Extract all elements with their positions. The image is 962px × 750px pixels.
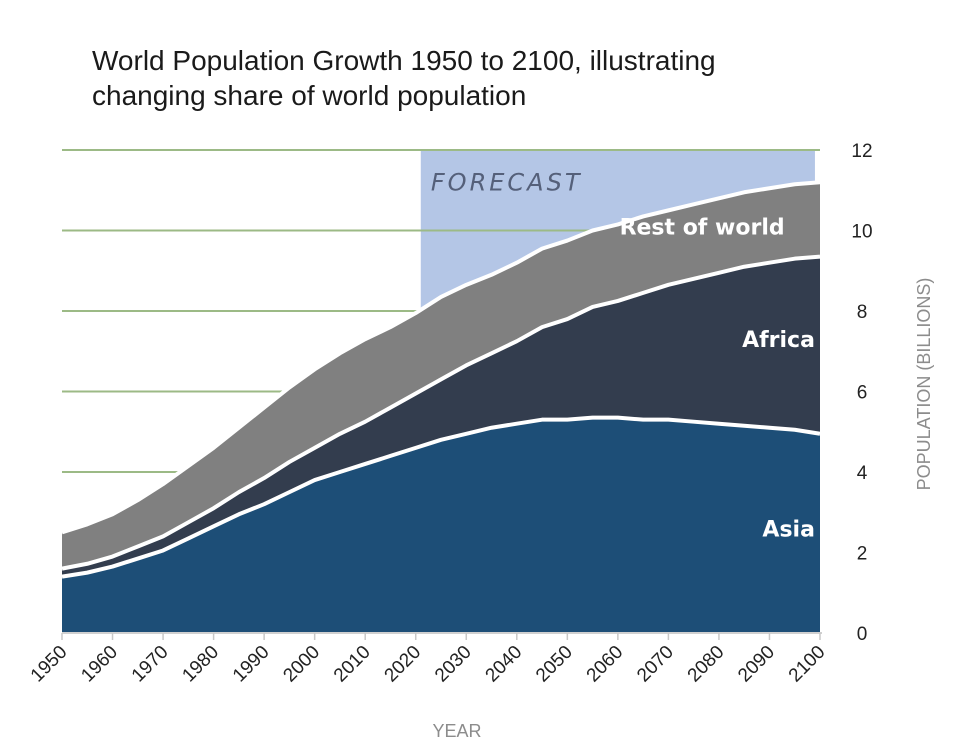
x-tick-label: 1960 bbox=[77, 642, 122, 687]
y-tick-label: 0 bbox=[857, 624, 868, 645]
boundary-africa bbox=[61, 254, 821, 571]
x-tick-label: 1950 bbox=[27, 642, 72, 687]
y-axis-label: POPULATION (BILLIONS) bbox=[914, 278, 934, 491]
x-axis-label: YEAR bbox=[432, 721, 481, 741]
boundary-rest-of-world bbox=[61, 180, 821, 535]
x-tick-label: 2030 bbox=[431, 642, 476, 687]
chart-title-line-1: World Population Growth 1950 to 2100, il… bbox=[92, 45, 716, 76]
axes bbox=[61, 632, 822, 640]
y-tick-label: 10 bbox=[851, 222, 872, 243]
y-tick-label: 12 bbox=[851, 141, 872, 162]
forecast-area bbox=[420, 150, 815, 310]
area-africa bbox=[62, 256, 820, 577]
y-tick-label: 8 bbox=[857, 302, 868, 323]
area-asia bbox=[62, 417, 820, 633]
y-tick-labels: 0 2 4 6 8 10 12 bbox=[851, 141, 872, 645]
x-tick-label: 2050 bbox=[532, 642, 577, 687]
forecast-region: FORECAST bbox=[420, 150, 815, 310]
y-tick-label: 6 bbox=[857, 383, 868, 404]
x-tick-label: 1980 bbox=[178, 642, 223, 687]
series-label-rest-of-world: Rest of world bbox=[620, 216, 785, 241]
x-tick-label: 2090 bbox=[734, 642, 779, 687]
x-tick-label: 1970 bbox=[128, 642, 173, 687]
y-tick-label: 4 bbox=[857, 463, 868, 484]
x-tick-label: 2100 bbox=[785, 642, 830, 687]
x-tick-label: 2020 bbox=[381, 642, 426, 687]
stacked-areas bbox=[61, 180, 821, 633]
x-tick-label: 1990 bbox=[229, 642, 274, 687]
x-tick-label: 2010 bbox=[330, 642, 375, 687]
x-tick-label: 2040 bbox=[482, 642, 527, 687]
chart-title-line-2: changing share of world population bbox=[92, 80, 526, 111]
area-rest-of-world bbox=[62, 182, 820, 569]
y-tick-label: 2 bbox=[857, 544, 868, 565]
x-tick-label: 2000 bbox=[279, 642, 324, 687]
series-label-asia: Asia bbox=[762, 517, 815, 542]
x-tick-label: 2060 bbox=[583, 642, 628, 687]
x-tick-labels: 1950 1960 1970 1980 1990 2000 2010 2020 2030 2040… bbox=[27, 642, 830, 687]
boundary-asia bbox=[61, 415, 821, 579]
forecast-label: FORECAST bbox=[431, 168, 583, 196]
series-labels: Asia Africa Rest of world bbox=[620, 216, 815, 543]
x-tick-label: 2070 bbox=[633, 642, 678, 687]
x-tick-label: 2080 bbox=[684, 642, 729, 687]
series-label-africa: Africa bbox=[742, 328, 815, 353]
